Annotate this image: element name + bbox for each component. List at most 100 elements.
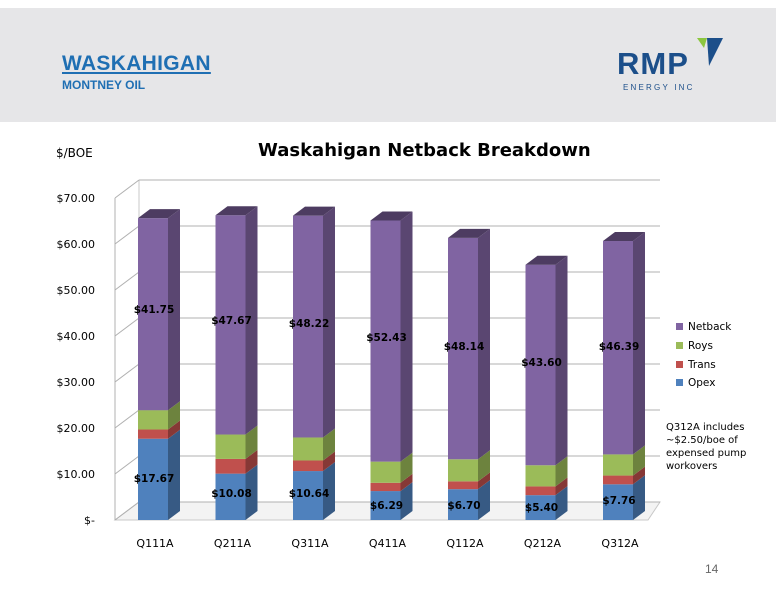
bar-side-opex bbox=[555, 486, 568, 520]
data-label-netback: $46.39 bbox=[599, 341, 640, 353]
bar-side-netback bbox=[168, 209, 180, 411]
bar-segment-roys bbox=[215, 434, 246, 459]
bar-segment-netback bbox=[525, 264, 556, 466]
bar-side-roys bbox=[168, 401, 180, 430]
data-label-netback: $47.67 bbox=[211, 315, 252, 327]
bar-side-netback bbox=[478, 228, 490, 460]
bar-segment-trans bbox=[603, 475, 633, 485]
grid-line-diag bbox=[114, 225, 140, 245]
bar-segment-roys bbox=[448, 459, 478, 482]
grid-line-diag bbox=[114, 179, 140, 199]
bar-side-roys bbox=[400, 452, 413, 483]
rmp-logo: RMP ENERGY INC bbox=[617, 36, 727, 96]
logo-check-icon bbox=[697, 38, 723, 66]
x-tick-label: Q411A bbox=[369, 537, 407, 550]
bar-segment-trans bbox=[293, 460, 323, 472]
bar-top bbox=[293, 206, 335, 216]
bar-segment-opex bbox=[370, 491, 401, 520]
legend-swatch-netback bbox=[676, 323, 683, 330]
x-tick-label: Q112A bbox=[446, 537, 484, 550]
bar-side-opex bbox=[168, 429, 180, 520]
bar-side-netback bbox=[400, 211, 413, 462]
grid-line-diag bbox=[114, 501, 140, 521]
legend-label-trans: Trans bbox=[687, 359, 716, 371]
bar-side-opex bbox=[633, 475, 645, 520]
data-label-netback: $43.60 bbox=[521, 357, 562, 369]
data-label-opex: $7.76 bbox=[602, 495, 635, 507]
x-tick-label: Q312A bbox=[601, 537, 639, 550]
y-tick-label: $40.00 bbox=[57, 330, 96, 343]
bar-side-netback bbox=[633, 232, 645, 455]
legend-label-opex: Opex bbox=[688, 377, 715, 389]
bar-segment-opex bbox=[138, 438, 168, 520]
bar-segment-netback bbox=[448, 237, 478, 460]
bar-side-opex bbox=[245, 464, 258, 520]
bar-segment-trans bbox=[370, 482, 401, 492]
legend-swatch-opex bbox=[676, 379, 683, 386]
y-tick-label: $20.00 bbox=[57, 422, 96, 435]
bar-side-trans bbox=[478, 472, 490, 490]
data-label-netback: $48.22 bbox=[289, 318, 330, 330]
bar-segment-trans bbox=[215, 458, 246, 474]
bar-segment-opex bbox=[215, 473, 246, 520]
header-banner bbox=[0, 8, 776, 122]
bar-segment-roys bbox=[293, 437, 323, 461]
grid-line-diag bbox=[114, 409, 140, 429]
bar-top bbox=[525, 255, 568, 265]
bar-segment-netback bbox=[370, 220, 401, 462]
bar-segment-opex bbox=[448, 489, 478, 520]
bar-side-roys bbox=[323, 428, 335, 461]
chart-note: Q312A includes ~$2.50/boe of expensed pu… bbox=[666, 422, 747, 472]
data-label-netback: $41.75 bbox=[134, 304, 175, 316]
bar-side-trans bbox=[168, 420, 180, 439]
bar-side-trans bbox=[323, 451, 335, 472]
bar-segment-netback bbox=[138, 218, 168, 411]
bar-side-roys bbox=[633, 445, 645, 476]
x-tick-label: Q211A bbox=[214, 537, 252, 550]
bar-segment-netback bbox=[603, 241, 633, 455]
logo-wordmark: RMP bbox=[617, 46, 689, 81]
data-label-opex: $10.64 bbox=[289, 488, 330, 500]
grid-line-diag bbox=[114, 363, 140, 383]
bar-segment-netback bbox=[215, 215, 246, 435]
x-tick-label: Q212A bbox=[524, 537, 562, 550]
y-tick-label: $10.00 bbox=[57, 468, 96, 481]
bar-segment-roys bbox=[603, 454, 633, 476]
bar-side-opex bbox=[400, 482, 413, 520]
slide-title: WASKAHIGAN bbox=[62, 52, 211, 75]
bar-segment-roys bbox=[138, 410, 168, 430]
bar-side-opex bbox=[478, 480, 490, 520]
y-tick-label: $30.00 bbox=[57, 376, 96, 389]
legend-swatch-trans bbox=[676, 361, 683, 368]
bar-side-trans bbox=[245, 449, 258, 474]
bar-side-roys bbox=[478, 450, 490, 482]
bar-side-trans bbox=[400, 473, 413, 492]
bar-side-roys bbox=[555, 456, 568, 487]
logo-subtext: ENERGY INC bbox=[623, 83, 695, 92]
bar-segment-roys bbox=[370, 461, 401, 483]
bar-segment-roys bbox=[525, 465, 556, 487]
bar-segment-trans bbox=[138, 429, 168, 439]
bar-side-roys bbox=[245, 425, 258, 459]
bar-side-trans bbox=[633, 466, 645, 485]
data-label-opex: $6.70 bbox=[447, 500, 480, 512]
bar-side-trans bbox=[555, 477, 568, 496]
bar-top bbox=[215, 206, 258, 216]
bar-side-opex bbox=[323, 462, 335, 520]
bar-segment-opex bbox=[525, 495, 556, 520]
bar-segment-opex bbox=[293, 471, 323, 520]
bar-segment-opex bbox=[603, 484, 633, 520]
data-label-opex: $10.08 bbox=[211, 488, 252, 500]
bar-side-netback bbox=[555, 255, 568, 466]
legend-label-netback: Netback bbox=[688, 321, 732, 333]
grid-line-diag bbox=[114, 271, 140, 291]
bar-side-netback bbox=[245, 206, 258, 435]
bar-segment-netback bbox=[293, 215, 323, 438]
legend-swatch-roys bbox=[676, 342, 683, 349]
bar-top bbox=[448, 228, 490, 238]
x-tick-label: Q111A bbox=[136, 537, 174, 550]
bar-top bbox=[603, 232, 645, 242]
y-tick-label: $50.00 bbox=[57, 284, 96, 297]
data-label-opex: $5.40 bbox=[525, 502, 558, 514]
